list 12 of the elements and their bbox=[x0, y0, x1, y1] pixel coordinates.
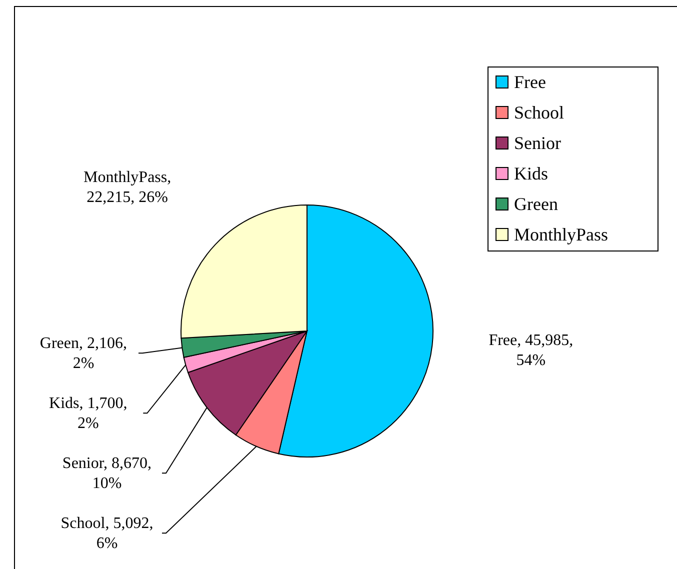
data-label: School, 5,092, 6% bbox=[60, 515, 154, 552]
legend-label: Senior bbox=[514, 133, 561, 153]
legend-label: Green bbox=[514, 194, 558, 214]
data-label: Green, 2,106, 2% bbox=[40, 335, 128, 372]
legend-label: MonthlyPass bbox=[514, 224, 608, 244]
data-label: MonthlyPass, 22,215, 26% bbox=[84, 168, 172, 206]
legend-label: School bbox=[514, 102, 564, 122]
data-label: Senior, 8,670, 10% bbox=[62, 455, 152, 492]
legend-label: Kids bbox=[514, 164, 548, 184]
legend-label: Free bbox=[514, 72, 546, 92]
data-label: Free, 45,985, 54% bbox=[488, 332, 574, 369]
data-label: Kids, 1,700, 2% bbox=[49, 395, 128, 432]
